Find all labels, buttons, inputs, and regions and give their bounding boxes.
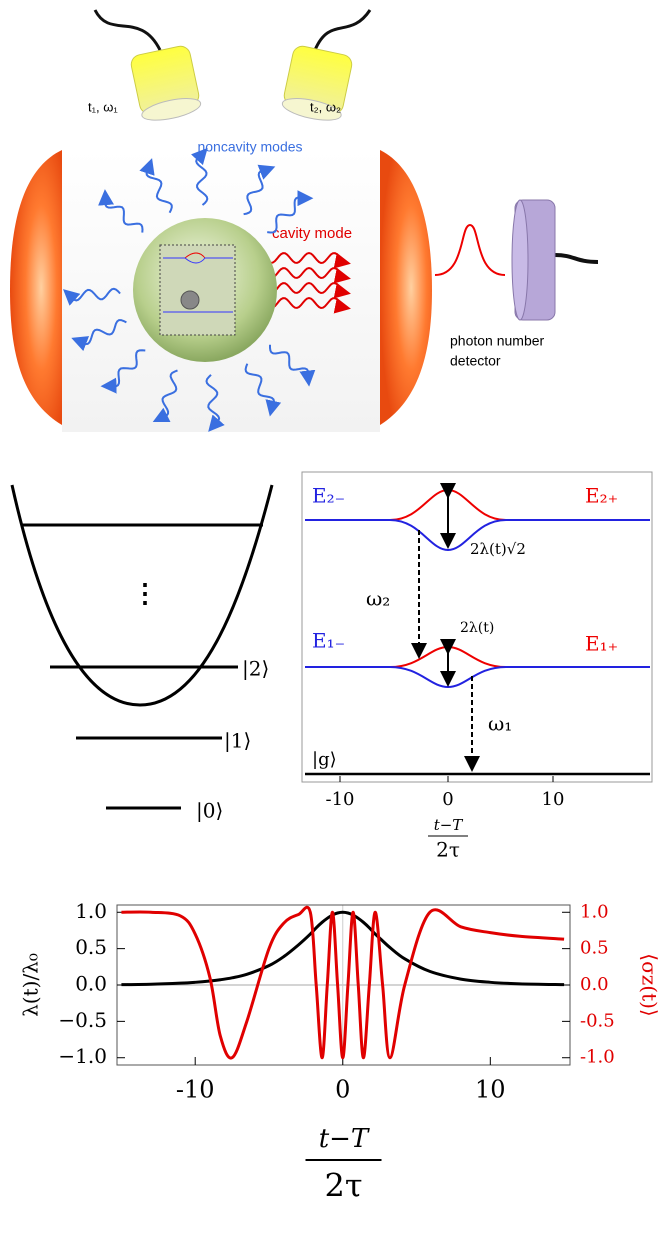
detector-label: photon number	[450, 333, 545, 349]
level-label: |g⟩	[312, 749, 337, 770]
mirror-right	[380, 150, 432, 425]
level-diagram: E₂₋ E₂₊ 2λ(t)√2 ω₂ E₁₋ 2λ(t) E₁₊ ω₁ |g⟩ …	[302, 472, 652, 862]
splitting-label: 2λ(t)	[460, 620, 494, 636]
noncavity-label: noncavity modes	[197, 139, 302, 155]
cable	[95, 10, 160, 50]
omega-label: ω₂	[366, 587, 390, 611]
level-label: |2⟩	[242, 657, 269, 682]
level-label: E₂₊	[585, 484, 618, 508]
y-tick-label: −0.5	[58, 1008, 107, 1032]
y-tick-label: 0.5	[75, 935, 107, 959]
tick-label: 0	[442, 789, 453, 810]
level-label: |1⟩	[224, 729, 251, 754]
level-label: |0⟩	[196, 799, 223, 824]
y2-tick-label: 1.0	[580, 901, 609, 922]
oscillator: ⋮ |2⟩ |1⟩ |0⟩	[12, 485, 272, 824]
figure: t₁, ω₁ t₂, ω₂ noncavity modes cavity mod…	[0, 0, 669, 1237]
level-label: E₁₊	[585, 632, 618, 656]
level-label: E₂₋	[312, 484, 345, 508]
axis-label: 2τ	[436, 838, 460, 862]
y-axis-label: λ(t)/λ₀	[19, 953, 43, 1017]
x-tick-label: -10	[176, 1076, 215, 1104]
y2-tick-label: -1.0	[580, 1047, 615, 1068]
y2-tick-label: 0.5	[580, 938, 609, 959]
y-tick-label: 1.0	[75, 899, 107, 923]
x-axis-label: 2τ	[324, 1167, 362, 1205]
splitting-label: 2λ(t)√2	[470, 540, 526, 558]
cable	[315, 10, 370, 50]
mirror-left	[10, 150, 62, 425]
tick-label: 10	[542, 789, 565, 810]
bottom-chart: 1.0 0.5 0.0 −0.5 −1.0 1.0 0.5 0.0 -0.5 -1.0 -10 0 10…	[19, 899, 662, 1205]
x-tick-label: 10	[475, 1076, 506, 1104]
y2-axis-label: ⟨σz(t)⟩	[638, 953, 662, 1016]
y-tick-label: −1.0	[58, 1044, 107, 1068]
axis-label: t−T	[434, 816, 464, 834]
tick-label: -10	[326, 789, 355, 810]
dots: ⋮	[132, 579, 158, 609]
x-tick-label: 0	[335, 1076, 350, 1104]
laser-label: t₁, ω₁	[88, 99, 118, 114]
cavity-label: cavity mode	[272, 225, 352, 242]
detector-label: detector	[450, 353, 501, 369]
omega-label: ω₁	[488, 712, 512, 736]
y2-tick-label: -0.5	[580, 1010, 615, 1031]
y2-tick-label: 0.0	[580, 974, 609, 995]
y-tick-label: 0.0	[75, 972, 107, 996]
laser-label: t₂, ω₂	[310, 99, 341, 114]
level-label: E₁₋	[312, 629, 345, 653]
x-axis-label: t−T	[319, 1124, 370, 1154]
cavity-scene: t₁, ω₁ t₂, ω₂ noncavity modes cavity mod…	[10, 10, 598, 432]
laser-left	[129, 44, 202, 124]
pulse	[435, 225, 505, 275]
